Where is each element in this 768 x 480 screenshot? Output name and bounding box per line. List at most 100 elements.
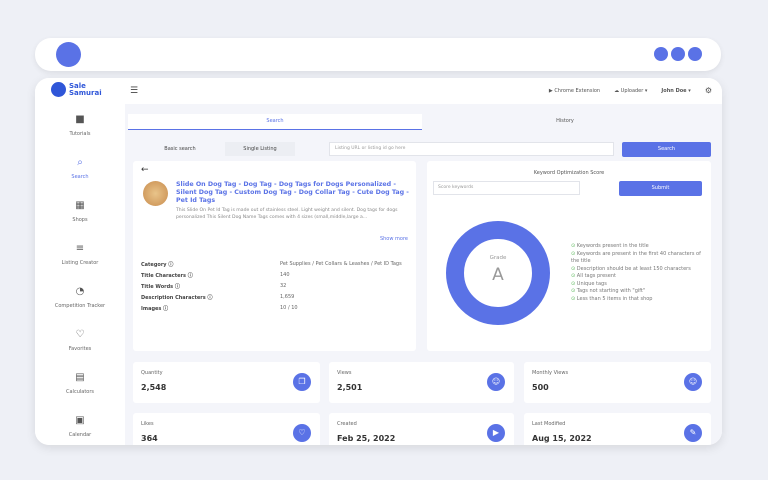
window-dot-icon[interactable] (654, 47, 668, 61)
tab-search[interactable]: Search (128, 114, 422, 130)
attr-value: 140 (280, 272, 290, 278)
stat-label: Created (337, 421, 357, 427)
stat-value: 500 (532, 383, 549, 392)
stat-card-likes: Likes 364 ♡ (133, 413, 320, 445)
sidebar-item-listing-creator[interactable]: ≡ Listing Creator (35, 233, 125, 276)
single-listing-toggle[interactable]: Single Listing (225, 142, 295, 156)
window-dot-icon[interactable] (688, 47, 702, 61)
check-circle-icon: ⊙ (571, 280, 576, 287)
stat-card-created: Created Feb 25, 2022 ▶ (329, 413, 514, 445)
attr-value: 10 / 10 (280, 305, 298, 311)
tab-history[interactable]: History (556, 118, 574, 124)
hamburger-menu-icon[interactable]: ☰ (130, 86, 139, 96)
uploader-dropdown[interactable]: ☁ Uploader ▾ (614, 87, 648, 94)
check-item: ⊙ Less than 5 items in that shop (571, 295, 653, 302)
browser-bar (35, 38, 721, 71)
sidebar-label: Search (71, 173, 89, 180)
heart-icon: ♡ (75, 328, 85, 340)
stat-value: 2,548 (141, 383, 167, 392)
samurai-logo-icon (51, 82, 66, 97)
check-circle-icon: ⊙ (571, 250, 576, 257)
stat-card-monthly-views: Monthly Views 500 ☺ (524, 362, 711, 403)
attr-label: Description Characters ⓘ (141, 295, 213, 301)
sidebar-item-search[interactable]: ⌕ Search (35, 147, 125, 190)
check-circle-icon: ⊙ (571, 243, 576, 249)
sidebar-label: Listing Creator (61, 259, 99, 266)
video-icon: ■ (75, 113, 85, 125)
check-item: ⊙ Tags not starting with "gift" (571, 288, 646, 294)
stat-label: Monthly Views (532, 370, 569, 376)
sidebar-label: Calendar (68, 431, 92, 438)
attr-value: 1,659 (280, 294, 295, 300)
attr-value: 32 (280, 283, 287, 289)
submit-button[interactable]: Submit (619, 181, 702, 196)
store-icon: ▦ (75, 199, 85, 211)
checklist: ⊙ Keywords present in the title ⊙ Keywor… (571, 243, 703, 303)
attr-value: Pet Supplies / Pet Collars & Leashes / P… (280, 261, 402, 267)
listing-url-input[interactable]: Listing URL or listing id go here (329, 142, 614, 156)
logo[interactable]: Sale Samurai (51, 82, 103, 97)
sidebar-label: Tutorials (69, 130, 91, 137)
check-item: ⊙ Description should be at least 150 cha… (571, 265, 691, 272)
chrome-extension-link[interactable]: ▶ Chrome Extension (548, 87, 601, 94)
smile-icon: ☺ (684, 373, 702, 391)
list-edit-icon: ≡ (75, 242, 85, 254)
browser-circle-icon (56, 42, 81, 67)
sidebar-label: Competition Tracker (54, 302, 106, 309)
basic-search-toggle[interactable]: Basic search (164, 146, 196, 152)
listing-thumbnail[interactable] (143, 181, 168, 206)
listing-description: This Slide On Pet Id Tag is made out of … (176, 208, 398, 220)
score-keywords-input[interactable]: Score keywords (433, 181, 580, 195)
show-more-link[interactable]: Show more (379, 236, 408, 242)
stat-value: 2,501 (337, 383, 363, 392)
stat-label: Likes (141, 421, 154, 427)
sidebar-item-favorites[interactable]: ♡ Favorites (35, 319, 125, 362)
sidebar-item-tutorials[interactable]: ■ Tutorials (35, 104, 125, 147)
play-icon: ▶ (487, 424, 505, 442)
app-window: Sale Samurai ☰ ▶ Chrome Extension ☁ Uplo… (35, 78, 722, 445)
stat-card-quantity: Quantity 2,548 ❐ (133, 362, 320, 403)
grade-label: Grade (489, 255, 507, 261)
check-item: ⊙ Keywords present in the title (571, 243, 649, 249)
tracker-icon: ◔ (75, 285, 85, 297)
settings-gear-icon[interactable]: ⚙ (704, 86, 712, 95)
attr-label: Images ⓘ (141, 306, 169, 312)
grade-donut: Grade A (446, 221, 550, 325)
user-name: John Doe (661, 87, 687, 94)
stat-label: Quantity (141, 370, 163, 376)
stat-value: Feb 25, 2022 (337, 434, 396, 443)
chrome-extension-label: Chrome Extension (554, 87, 601, 94)
header: Sale Samurai ☰ ▶ Chrome Extension ☁ Uplo… (35, 78, 722, 104)
check-circle-icon: ⊙ (571, 295, 576, 302)
stat-value: 364 (141, 434, 158, 443)
keyword-score-title: Keyword Optimization Score (533, 170, 605, 176)
heart-icon: ♡ (293, 424, 311, 442)
smile-icon: ☺ (487, 373, 505, 391)
sidebar-label: Shops (72, 216, 88, 223)
main-content: Search History Basic search Single Listi… (125, 104, 722, 445)
sidebar: ■ Tutorials ⌕ Search ▦ Shops ≡ Listing Creat… (35, 104, 125, 445)
stat-label: Views (337, 370, 352, 376)
sidebar-item-shops[interactable]: ▦ Shops (35, 190, 125, 233)
check-item: ⊙ Unique tags (571, 280, 607, 287)
keyword-score-card: Keyword Optimization Score Score keyword… (427, 161, 711, 351)
user-menu[interactable]: John Doe ▾ (661, 87, 691, 94)
uploader-label: Uploader (620, 87, 644, 94)
back-arrow-icon[interactable]: ← (141, 165, 149, 175)
check-circle-icon: ⊙ (571, 265, 576, 272)
stat-card-last-modified: Last Modified Aug 15, 2022 ✎ (524, 413, 711, 445)
sidebar-label: Favorites (68, 345, 92, 352)
window-dot-icon[interactable] (671, 47, 685, 61)
sidebar-item-calendar[interactable]: ▣ Calendar (35, 405, 125, 445)
check-item: ⊙ All tags present (571, 273, 616, 279)
listing-title[interactable]: Slide On Dog Tag - Dog Tag - Dog Tags fo… (176, 181, 409, 204)
check-item: ⊙ Keywords are present in the first 40 c… (571, 250, 701, 265)
calendar-icon: ▣ (75, 414, 85, 426)
search-icon: ⌕ (77, 156, 83, 168)
stat-value: Aug 15, 2022 (532, 434, 592, 443)
copy-icon: ❐ (293, 373, 311, 391)
sidebar-item-competition-tracker[interactable]: ◔ Competition Tracker (35, 276, 125, 319)
grade-value: A (492, 265, 504, 285)
search-button[interactable]: Search (622, 142, 711, 157)
sidebar-item-calculators[interactable]: ▤ Calculators (35, 362, 125, 405)
